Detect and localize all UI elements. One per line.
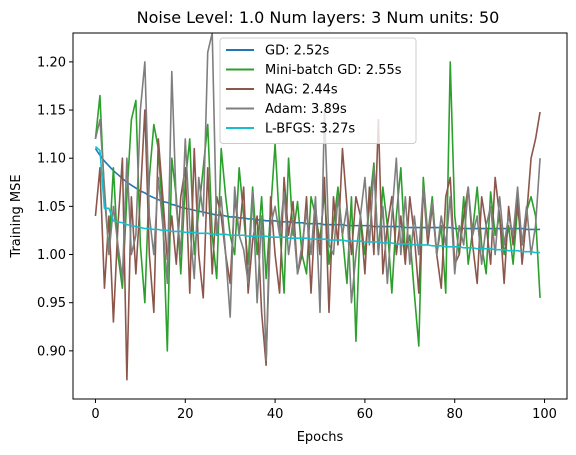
y-axis-label: Training MSE	[9, 174, 24, 258]
x-tick-label: 100	[532, 407, 557, 422]
y-tick-label: 0.95	[37, 296, 66, 311]
legend-label-1: Mini-batch GD: 2.55s	[265, 63, 402, 78]
x-tick-label: 0	[91, 407, 99, 422]
legend-label-0: GD: 2.52s	[265, 44, 330, 59]
y-tick-label: 1.15	[37, 104, 66, 119]
x-tick-label: 80	[446, 407, 463, 422]
legend-label-3: Adam: 3.89s	[265, 102, 347, 117]
chart-title: Noise Level: 1.0 Num layers: 3 Num units…	[137, 8, 500, 27]
y-tick-label: 1.20	[37, 55, 66, 70]
x-tick-label: 60	[357, 407, 374, 422]
y-tick-label: 0.90	[37, 344, 66, 359]
y-tick-label: 1.05	[37, 200, 66, 215]
legend-label-2: NAG: 2.44s	[265, 83, 338, 98]
x-axis-label: Epochs	[297, 430, 344, 445]
y-tick-label: 1.10	[37, 152, 66, 167]
legend-label-4: L-BFGS: 3.27s	[265, 122, 355, 137]
x-tick-label: 40	[267, 407, 284, 422]
y-tick-label: 1.00	[37, 248, 66, 263]
x-tick-label: 20	[177, 407, 194, 422]
legend: GD: 2.52s Mini-batch GD: 2.55s NAG: 2.44s A…	[220, 38, 416, 144]
